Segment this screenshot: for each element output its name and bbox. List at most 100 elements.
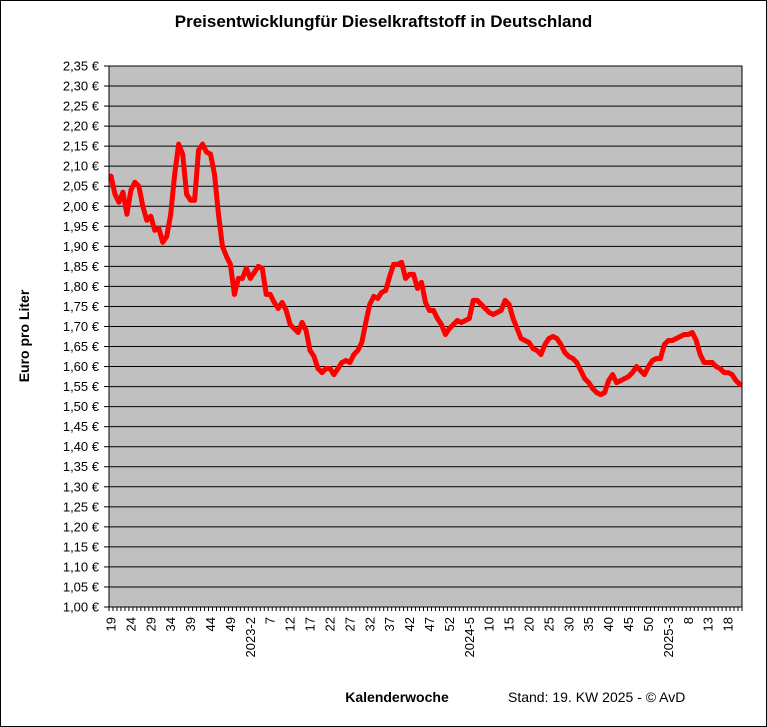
y-tick-label: 1,95 € bbox=[63, 219, 100, 234]
data-point bbox=[725, 370, 731, 375]
data-point bbox=[411, 271, 416, 277]
data-point bbox=[395, 261, 401, 267]
x-tick-label: 2024-5 bbox=[462, 617, 477, 657]
y-tick-label: 2,30 € bbox=[63, 79, 100, 94]
data-point bbox=[339, 360, 345, 365]
data-point bbox=[733, 378, 739, 383]
y-tick-label: 1,20 € bbox=[63, 519, 100, 534]
data-point bbox=[263, 292, 269, 297]
data-point bbox=[454, 318, 460, 323]
data-point bbox=[669, 338, 675, 343]
data-point bbox=[650, 358, 655, 363]
y-tick-label: 1,25 € bbox=[63, 499, 100, 514]
data-point bbox=[108, 173, 114, 179]
data-point bbox=[311, 354, 317, 359]
data-point bbox=[251, 269, 257, 275]
data-point bbox=[713, 364, 719, 369]
y-tick-label: 1,80 € bbox=[63, 279, 100, 294]
data-point bbox=[347, 360, 353, 365]
data-point bbox=[558, 342, 564, 347]
data-point bbox=[136, 183, 142, 189]
data-point bbox=[124, 211, 130, 217]
data-point bbox=[156, 225, 162, 231]
data-point bbox=[554, 336, 560, 341]
data-point bbox=[247, 275, 253, 281]
data-point bbox=[267, 292, 273, 297]
data-point bbox=[172, 171, 178, 177]
data-point bbox=[510, 316, 516, 321]
data-point bbox=[359, 340, 365, 345]
data-point bbox=[299, 320, 305, 325]
data-point bbox=[283, 308, 289, 313]
data-point bbox=[681, 332, 687, 337]
data-point bbox=[737, 382, 743, 387]
data-point bbox=[435, 316, 440, 321]
data-point bbox=[399, 259, 405, 265]
data-point bbox=[614, 380, 619, 385]
x-tick-label: 47 bbox=[422, 617, 437, 631]
data-point bbox=[677, 334, 683, 339]
data-point bbox=[530, 346, 536, 351]
data-point bbox=[415, 286, 420, 291]
x-tick-label: 20 bbox=[522, 617, 537, 631]
data-point bbox=[685, 332, 691, 337]
data-point bbox=[610, 372, 616, 377]
data-point bbox=[235, 275, 241, 281]
x-tick-label: 24 bbox=[123, 617, 138, 631]
x-tick-label: 27 bbox=[342, 617, 357, 631]
x-tick-label: 8 bbox=[681, 617, 696, 624]
x-tick-label: 2023-2 bbox=[243, 617, 258, 657]
data-point bbox=[200, 141, 205, 147]
data-point bbox=[470, 298, 476, 303]
y-axis-ticks: 1,00 € 1,05 € 1,10 € 1,15 € 1,20 € 1,25 € 1,30… bbox=[63, 59, 109, 615]
data-point bbox=[140, 203, 146, 209]
data-point bbox=[562, 350, 568, 355]
data-point bbox=[152, 227, 158, 233]
data-point bbox=[144, 217, 150, 223]
data-point bbox=[343, 358, 349, 363]
data-point bbox=[180, 151, 186, 157]
y-tick-label: 1,60 € bbox=[63, 359, 100, 374]
plot-area bbox=[109, 66, 742, 607]
data-point bbox=[431, 308, 436, 313]
data-point bbox=[693, 338, 699, 343]
data-point bbox=[498, 308, 504, 313]
y-tick-label: 1,90 € bbox=[63, 239, 100, 254]
data-point bbox=[665, 338, 671, 343]
y-tick-label: 1,40 € bbox=[63, 439, 100, 454]
data-point bbox=[371, 294, 377, 299]
data-point bbox=[160, 239, 166, 245]
x-tick-label: 19 bbox=[103, 617, 118, 631]
data-point bbox=[534, 348, 540, 353]
data-point bbox=[606, 378, 612, 383]
data-point bbox=[204, 149, 209, 155]
x-tick-label: 25 bbox=[541, 617, 556, 631]
data-point bbox=[494, 310, 500, 315]
data-point bbox=[176, 141, 182, 147]
data-point bbox=[355, 348, 361, 353]
data-point bbox=[232, 292, 237, 297]
data-point bbox=[196, 147, 201, 153]
y-tick-label: 2,05 € bbox=[63, 179, 100, 194]
data-point bbox=[618, 378, 623, 383]
data-point bbox=[446, 326, 452, 331]
data-point bbox=[490, 312, 496, 317]
data-point bbox=[630, 370, 635, 375]
data-point bbox=[550, 334, 556, 339]
y-tick-label: 1,15 € bbox=[63, 539, 100, 554]
data-point bbox=[375, 296, 381, 301]
data-point bbox=[546, 336, 552, 341]
x-tick-label: 17 bbox=[303, 617, 318, 631]
x-tick-label: 29 bbox=[143, 617, 158, 631]
data-point bbox=[188, 197, 194, 203]
data-point bbox=[566, 354, 572, 359]
data-point bbox=[514, 326, 520, 331]
data-point bbox=[112, 191, 118, 197]
data-point bbox=[279, 300, 285, 305]
data-point bbox=[323, 366, 329, 371]
y-tick-label: 1,65 € bbox=[63, 339, 100, 354]
data-point bbox=[148, 213, 154, 219]
x-tick-label: 42 bbox=[402, 617, 417, 631]
data-point bbox=[486, 310, 492, 315]
data-point bbox=[319, 370, 325, 375]
